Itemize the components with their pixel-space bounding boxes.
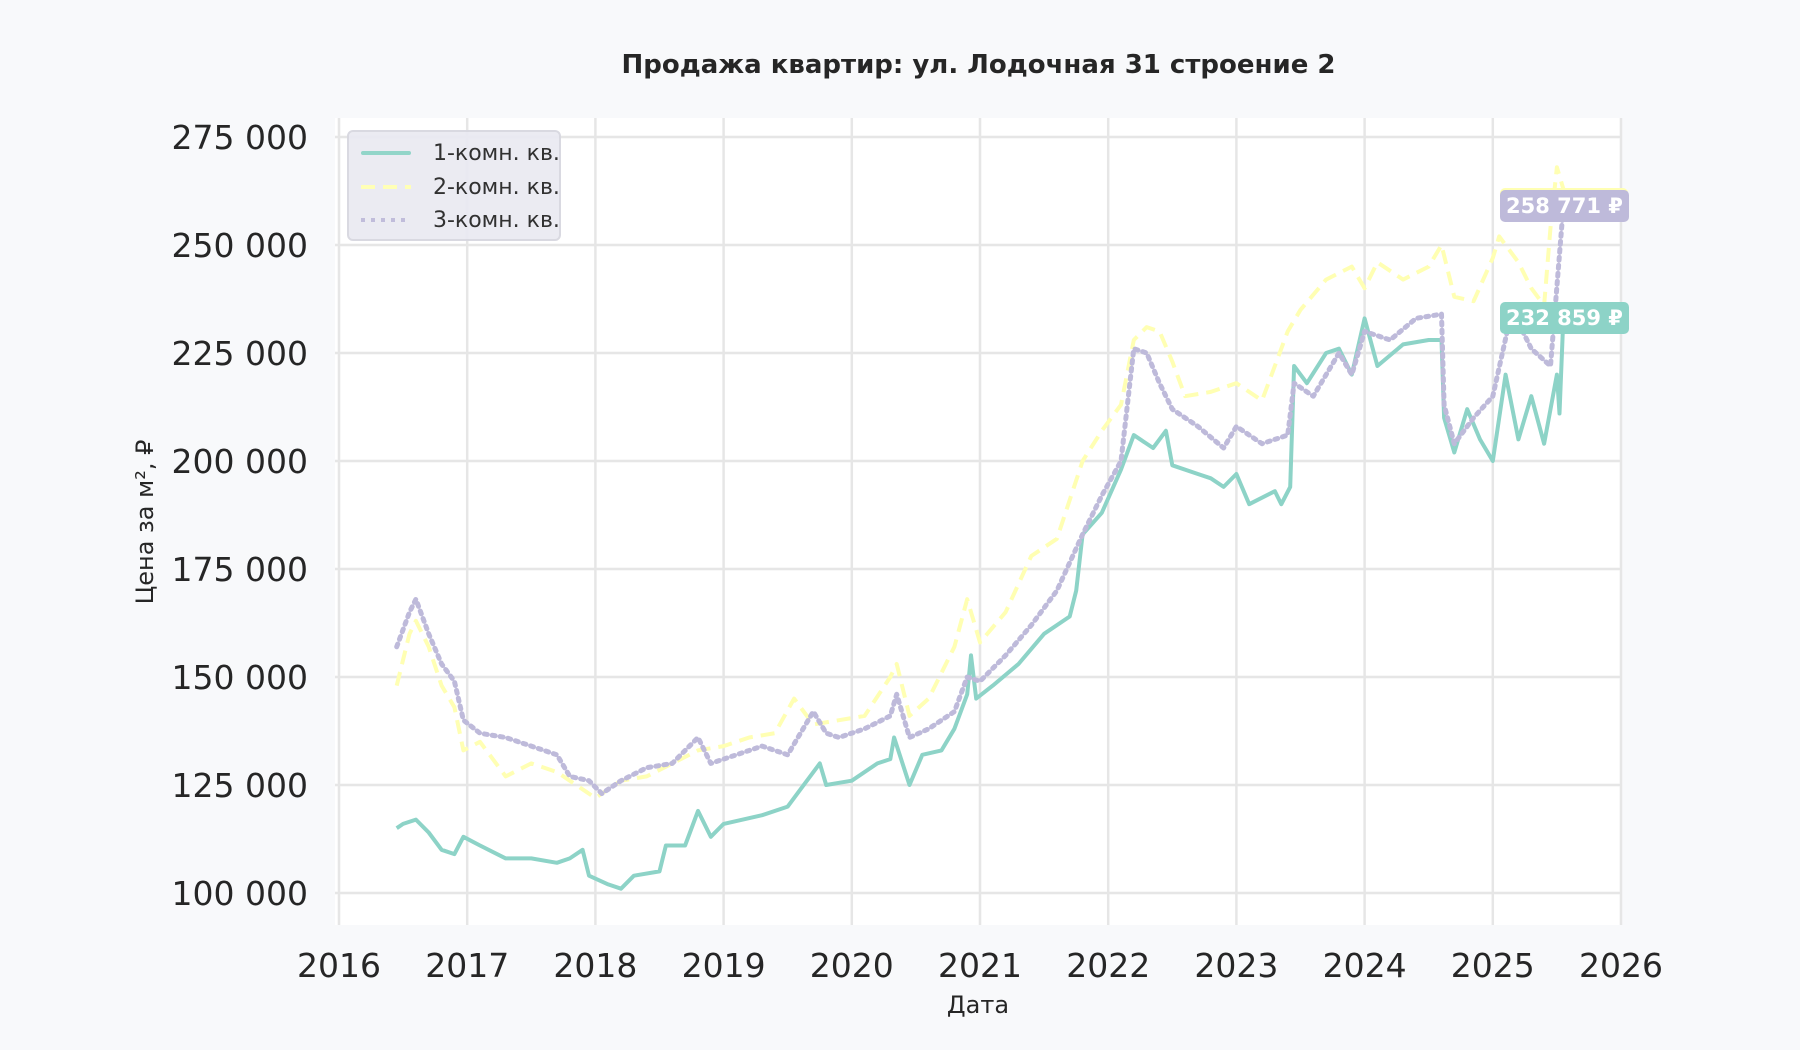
- y-tick-label: 200 000: [172, 442, 308, 481]
- x-axis-label: Дата: [947, 991, 1009, 1019]
- x-tick-label: 2021: [938, 946, 1022, 985]
- x-tick-label: 2020: [810, 946, 894, 985]
- grid-lines: [335, 118, 1623, 925]
- chart-title: Продажа квартир: ул. Лодочная 31 строени…: [621, 50, 1336, 80]
- x-tick-label: 2019: [682, 946, 766, 985]
- legend-item-1room: 1-комн. кв.: [349, 137, 560, 169]
- series-line-1: [395, 316, 1566, 891]
- x-tick-label: 2025: [1451, 946, 1535, 985]
- y-tick-label: 175 000: [172, 550, 308, 589]
- y-axis-label: Цена за м², ₽: [131, 440, 159, 605]
- x-tick-label: 2018: [553, 946, 637, 985]
- x-axis-ticks: 2016 2017 2018 2019 2020 2021 2022 2023 2024 2025…: [297, 946, 1663, 985]
- data-lines: [394, 165, 1566, 891]
- series-line-2: [394, 165, 1566, 800]
- series-line-3: [394, 204, 1566, 797]
- plot-area: [335, 118, 1622, 925]
- y-tick-label: 225 000: [172, 334, 308, 373]
- legend-label: 1-комн. кв.: [433, 140, 560, 166]
- legend: 1-комн. кв. 2-комн. кв. 3-комн. кв.: [347, 130, 561, 241]
- x-tick-label: 2026: [1579, 946, 1663, 985]
- x-tick-label: 2023: [1194, 946, 1278, 985]
- y-tick-label: 250 000: [172, 226, 308, 265]
- legend-item-3room: 3-комн. кв.: [349, 204, 560, 236]
- dashed-line-icon: [361, 183, 411, 191]
- x-tick-label: 2017: [425, 946, 509, 985]
- legend-label: 2-комн. кв.: [433, 174, 560, 200]
- y-tick-label: 100 000: [172, 874, 308, 913]
- y-tick-label: 150 000: [172, 658, 308, 697]
- legend-item-2room: 2-комн. кв.: [349, 171, 560, 203]
- y-axis-ticks: 100 000 125 000 150 000 175 000 200 000 225 0…: [172, 118, 308, 913]
- x-tick-label: 2024: [1323, 946, 1407, 985]
- y-tick-label: 275 000: [172, 118, 308, 157]
- legend-label: 3-комн. кв.: [433, 207, 560, 233]
- dotted-line-icon: [361, 216, 411, 224]
- solid-line-icon: [361, 149, 411, 157]
- series-3-end-label: 258 771 ₽: [1500, 190, 1629, 222]
- x-tick-label: 2022: [1066, 946, 1150, 985]
- series-1-end-label: 232 859 ₽: [1500, 302, 1629, 334]
- y-tick-label: 125 000: [172, 766, 308, 805]
- x-tick-label: 2016: [297, 946, 381, 985]
